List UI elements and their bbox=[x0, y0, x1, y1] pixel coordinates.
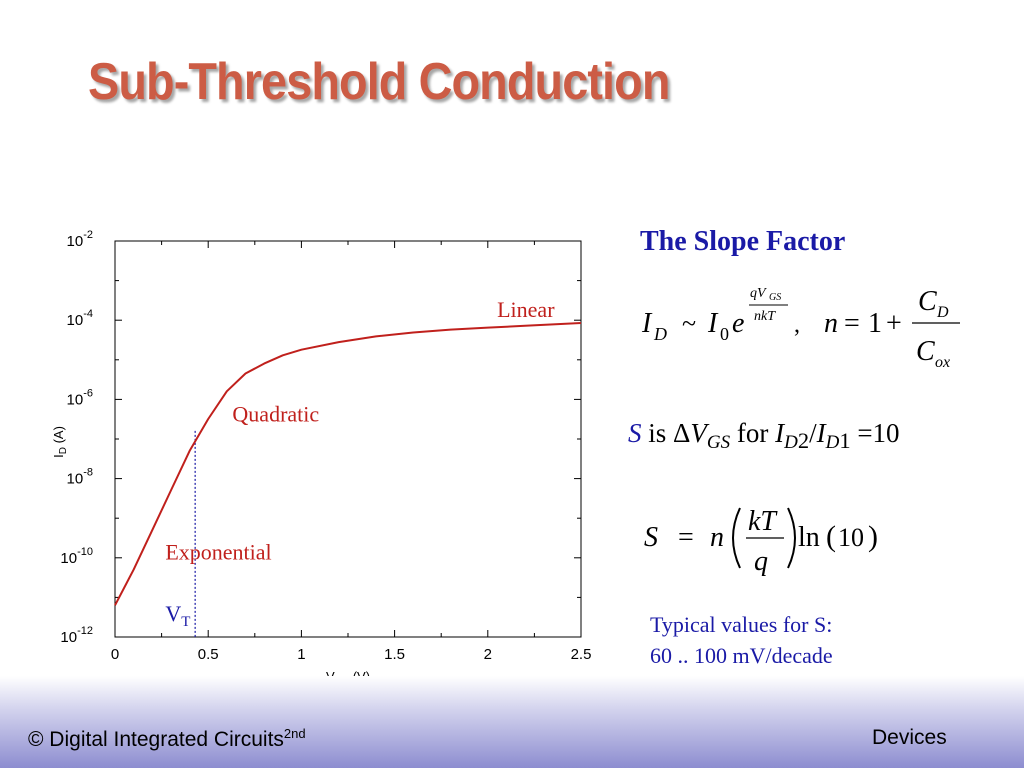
x-tick-label: 2 bbox=[484, 646, 492, 663]
footer-copyright: © Digital Integrated Circuits2nd bbox=[28, 726, 306, 752]
subthreshold-chart: 0 0.5 1 1.5 2 2.5 10-1210-1010-810-610-410-2 … bbox=[35, 220, 643, 692]
footer-band bbox=[0, 676, 1024, 768]
svg-text:1: 1 bbox=[868, 308, 882, 339]
slope-factor-heading: The Slope Factor bbox=[640, 226, 846, 257]
footer-section: Devices bbox=[872, 726, 947, 749]
svg-text:I: I bbox=[641, 308, 653, 339]
x-tick-label: 0.5 bbox=[198, 646, 219, 663]
svg-text:kT: kT bbox=[748, 506, 778, 537]
svg-text:n: n bbox=[710, 522, 724, 553]
x-tick-label: 1 bbox=[297, 646, 305, 663]
region-label: Linear bbox=[497, 297, 555, 322]
svg-text:ln: ln bbox=[798, 522, 820, 553]
svg-text:GS: GS bbox=[769, 292, 781, 303]
chart-background bbox=[35, 220, 643, 692]
id-exponential-formula: I D ~ I 0 e qV GS nkT , n = 1 + C D C ox bbox=[641, 286, 960, 371]
svg-text:=: = bbox=[844, 308, 860, 339]
svg-text:ox: ox bbox=[935, 354, 950, 371]
typical-values-line1: Typical values for S: bbox=[650, 612, 833, 637]
svg-text:e: e bbox=[732, 308, 744, 339]
s-formula: S = n kT q ln ( 10 ) bbox=[644, 506, 878, 577]
svg-text:,: , bbox=[794, 312, 800, 338]
axis-ticks bbox=[114, 240, 582, 638]
id-vgs-curve bbox=[114, 322, 582, 606]
svg-text:~: ~ bbox=[682, 309, 696, 338]
x-tick-label: 0 bbox=[111, 646, 119, 663]
footer-copyright-text: © Digital Integrated Circuits bbox=[28, 728, 284, 751]
svg-text:(: ( bbox=[826, 520, 836, 553]
svg-text:10: 10 bbox=[838, 523, 864, 552]
svg-text:D: D bbox=[653, 324, 667, 344]
svg-text:C: C bbox=[918, 286, 937, 317]
s-definition: S is ΔVGS for ID2/ID1 =10 bbox=[628, 418, 900, 454]
svg-text:): ) bbox=[868, 520, 878, 553]
x-tick-labels: 0 0.5 1 1.5 2 2.5 bbox=[111, 646, 592, 663]
typical-values-line2: 60 .. 100 mV/decade bbox=[650, 643, 833, 668]
svg-text:nkT: nkT bbox=[754, 309, 776, 324]
region-label: Quadratic bbox=[232, 401, 319, 426]
svg-text:D: D bbox=[936, 304, 949, 321]
svg-text:qV: qV bbox=[750, 286, 767, 301]
slide-title: Sub-Threshold Conduction bbox=[88, 53, 670, 111]
svg-text:n: n bbox=[824, 308, 838, 339]
x-tick-label: 1.5 bbox=[384, 646, 405, 663]
footer-edition: 2nd bbox=[283, 726, 306, 741]
region-label: Exponential bbox=[165, 540, 271, 565]
typical-values-note: Typical values for S: 60 .. 100 mV/decad… bbox=[650, 609, 833, 671]
svg-text:0: 0 bbox=[720, 324, 729, 344]
svg-text:+: + bbox=[886, 308, 902, 339]
svg-text:I: I bbox=[707, 308, 719, 339]
svg-text:=: = bbox=[678, 522, 694, 553]
series-group bbox=[114, 322, 582, 606]
svg-text:q: q bbox=[754, 546, 768, 577]
svg-text:C: C bbox=[916, 336, 935, 367]
svg-text:S: S bbox=[644, 522, 658, 553]
x-tick-label: 2.5 bbox=[571, 646, 592, 663]
